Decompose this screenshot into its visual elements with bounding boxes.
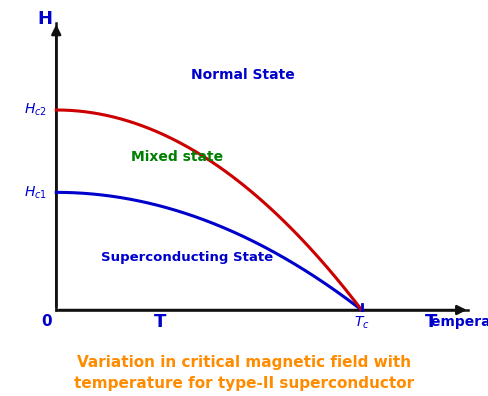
Text: $H_{c1}$: $H_{c1}$ (24, 184, 47, 200)
Text: temperature for type-II superconductor: temperature for type-II superconductor (74, 376, 414, 391)
Text: Normal State: Normal State (191, 68, 294, 82)
Text: H: H (38, 10, 53, 28)
Text: $T_c$: $T_c$ (354, 314, 369, 331)
Text: T: T (154, 313, 167, 331)
Text: emperatue (K): emperatue (K) (430, 315, 488, 329)
Text: Variation in critical magnetic field with: Variation in critical magnetic field wit… (77, 355, 411, 370)
Text: $H_{c2}$: $H_{c2}$ (24, 102, 47, 118)
Text: Mixed state: Mixed state (131, 150, 223, 164)
Text: Superconducting State: Superconducting State (101, 251, 273, 264)
Text: 0: 0 (41, 314, 52, 329)
Text: T: T (425, 313, 437, 331)
